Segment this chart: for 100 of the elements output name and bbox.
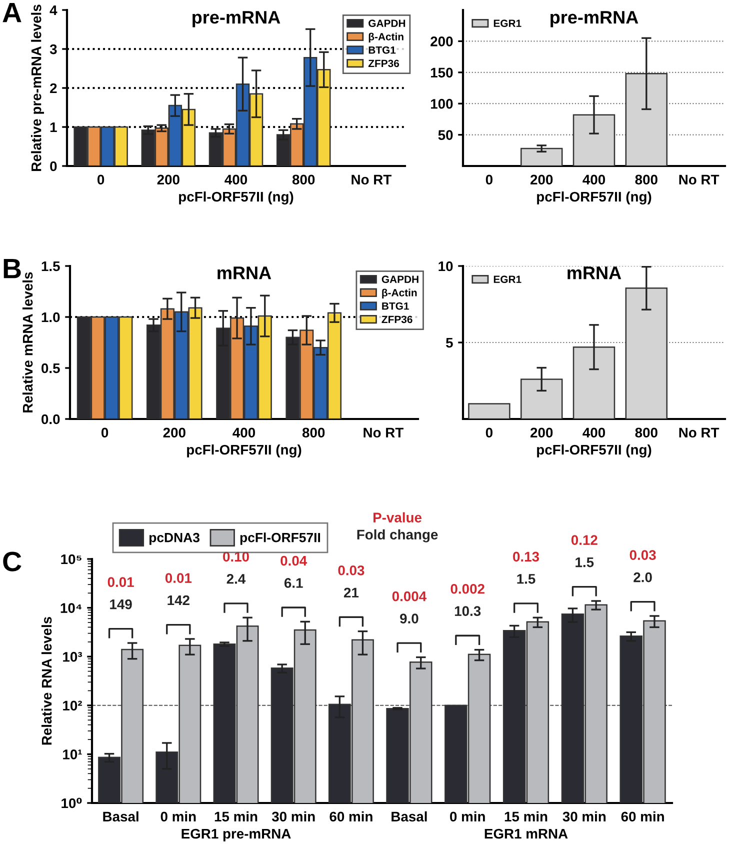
legend-label: EGR1 <box>494 20 522 28</box>
annotation: 2.4 <box>226 574 246 584</box>
text: P-value <box>374 512 422 522</box>
x-tick-label: 800 <box>292 174 315 185</box>
annotation: 0.004 <box>392 591 427 602</box>
y-tick-label: 50 <box>438 130 453 140</box>
y-tick-label: 1.0 <box>42 312 60 322</box>
x-axis-title: EGR1 pre-mRNA <box>182 828 291 842</box>
text: C <box>3 552 22 572</box>
text: B <box>4 259 21 278</box>
y-tick-label: 4 <box>50 5 58 16</box>
y-tick-label: 200 <box>430 36 453 46</box>
annotation: 9.0 <box>400 614 418 624</box>
x-tick-label: 0 min <box>160 811 196 822</box>
x-tick-label: 200 <box>157 174 180 185</box>
x-tick-label: 0 <box>486 174 492 185</box>
y-tick-label: 1 <box>50 122 57 132</box>
legend-label: pcFl-ORF57II <box>240 532 320 545</box>
x-tick-label: 800 <box>302 428 325 438</box>
legend-label: pcDNA3 <box>149 532 200 545</box>
y-axis-title: Relative RNA levels <box>41 616 52 745</box>
x-tick-label: 60 min <box>330 811 372 822</box>
y-tick-label: 2 <box>50 83 57 94</box>
legend-label: BTG1 <box>382 302 409 310</box>
y-tick-label: 0.5 <box>42 363 60 374</box>
x-tick-label: No RT <box>679 428 720 438</box>
legend-label: GAPDH <box>382 276 418 284</box>
annotation: 0.01 <box>165 573 192 583</box>
x-tick-label: 800 <box>635 428 658 438</box>
annotation: 10.3 <box>454 606 481 616</box>
x-axis-title: pcFl-ORF57II (ng) <box>537 191 652 204</box>
annotation: 0.002 <box>450 584 484 594</box>
x-tick-label: No RT <box>364 428 404 438</box>
x-axis-title: EGR1 mRNA <box>484 828 568 839</box>
y-tick-label: 10⁰ <box>62 798 82 808</box>
legend-label: β-Actin <box>368 32 404 42</box>
annotation: 1.5 <box>517 574 536 584</box>
legend-label: BTG1 <box>368 46 396 54</box>
annotation: 0.01 <box>108 577 134 588</box>
annotation: 0.03 <box>630 550 656 560</box>
y-tick-label: 3 <box>50 44 57 54</box>
x-tick-label: 15 min <box>214 811 258 822</box>
y-tick-label: 100 <box>430 98 453 109</box>
legend-label: ZFP36 <box>368 60 400 68</box>
annotation: 1.5 <box>576 558 594 568</box>
annotation: 149 <box>110 599 132 610</box>
x-tick-label: 15 min <box>504 811 548 822</box>
y-tick-label: 10 <box>438 261 453 272</box>
y-tick-label: 1.5 <box>42 261 60 272</box>
x-axis-title: pcFl-ORF57II (ng) <box>179 191 294 204</box>
y-axis-title: Relative pre-mRNA levels <box>31 4 44 171</box>
x-tick-label: 0 min <box>450 811 485 822</box>
x-axis-title: pcFl-ORF57II (ng) <box>537 444 652 458</box>
annotation: 0.04 <box>280 556 308 566</box>
y-tick-label: 10¹ <box>63 750 82 760</box>
y-axis-title: Relative mRNA levels <box>22 272 33 412</box>
x-tick-label: 200 <box>530 428 553 438</box>
y-tick-label: 10³ <box>63 652 82 662</box>
x-tick-label: Basal <box>392 811 427 822</box>
annotation: 142 <box>168 595 190 606</box>
x-tick-label: 400 <box>224 174 248 185</box>
y-tick-label: 10² <box>63 700 82 711</box>
x-tick-label: 60 min <box>621 811 664 822</box>
x-tick-label: 400 <box>232 428 256 438</box>
x-tick-label: 30 min <box>562 811 606 822</box>
x-tick-label: 400 <box>582 428 606 438</box>
legend-label: EGR1 <box>494 276 522 284</box>
x-tick-label: No RT <box>352 174 392 185</box>
annotation: 6.1 <box>284 578 303 588</box>
chart-title: mRNA <box>218 266 272 280</box>
x-tick-label: Basal <box>103 811 138 822</box>
x-tick-label: 400 <box>582 174 606 185</box>
annotation: 0.10 <box>223 552 249 562</box>
text: 0.12 <box>571 535 598 545</box>
x-tick-label: 30 min <box>272 811 315 822</box>
text: Fold change <box>357 529 438 542</box>
chart-title: pre-mRNA <box>192 11 280 28</box>
legend-label: β-Actin <box>382 288 417 298</box>
x-tick-label: 200 <box>530 174 553 185</box>
annotation: 21 <box>344 588 359 598</box>
legend-label: ZFP36 <box>382 316 412 324</box>
x-tick-label: 0 <box>486 428 492 438</box>
y-tick-label: 0 <box>50 161 57 172</box>
y-tick-label: 150 <box>430 68 453 78</box>
text: A <box>2 3 22 22</box>
annotation: 0.03 <box>338 565 364 576</box>
x-tick-label: 200 <box>163 428 186 438</box>
x-axis-title: pcFl-ORF57II (ng) <box>187 444 302 458</box>
x-tick-label: 0 <box>101 428 108 438</box>
y-tick-label: 10⁴ <box>60 603 82 613</box>
x-tick-label: 0 <box>97 174 104 185</box>
chart-title: mRNA <box>568 266 622 280</box>
legend-label: GAPDH <box>368 20 406 28</box>
y-tick-label: 0.0 <box>42 414 60 424</box>
y-tick-label: 10⁵ <box>61 554 82 564</box>
y-tick-label: 5 <box>446 338 453 348</box>
x-tick-label: 800 <box>635 174 658 185</box>
annotation: 2.0 <box>634 572 652 582</box>
chart-title: pre-mRNA <box>550 11 638 28</box>
x-tick-label: No RT <box>679 174 720 185</box>
